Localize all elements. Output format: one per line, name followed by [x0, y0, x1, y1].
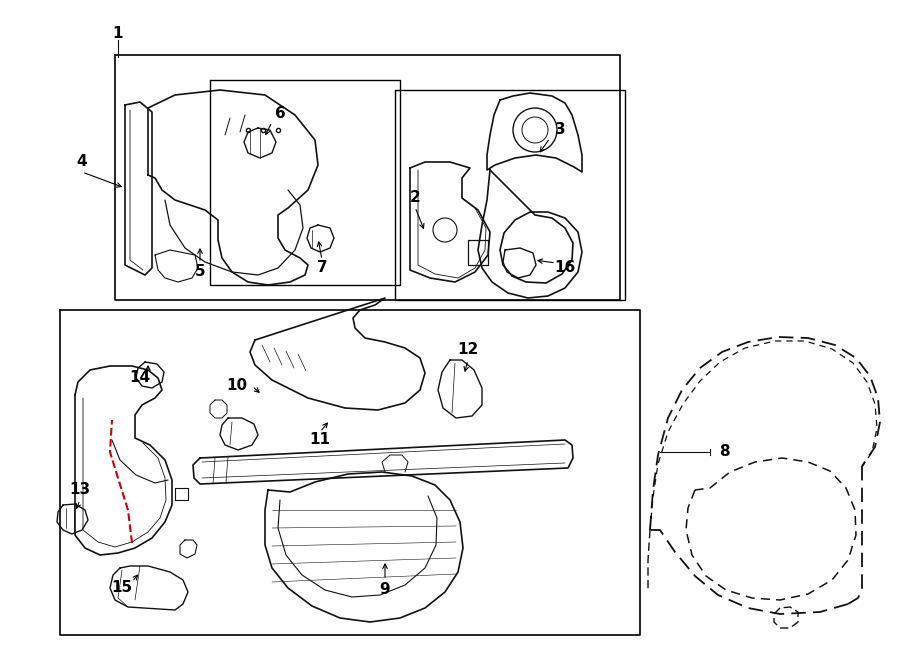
- Text: 12: 12: [457, 342, 479, 358]
- Text: 4: 4: [76, 155, 87, 169]
- Text: 3: 3: [554, 122, 565, 137]
- Text: 7: 7: [317, 260, 328, 276]
- Text: 1: 1: [112, 26, 123, 40]
- Text: 2: 2: [410, 190, 420, 204]
- Text: 10: 10: [227, 379, 248, 393]
- Text: 6: 6: [274, 106, 285, 122]
- Text: 14: 14: [130, 371, 150, 385]
- Text: 5: 5: [194, 264, 205, 280]
- Text: 8: 8: [719, 444, 729, 459]
- Text: 13: 13: [69, 483, 91, 498]
- Text: 9: 9: [380, 582, 391, 598]
- Text: 16: 16: [554, 260, 576, 276]
- Text: 15: 15: [112, 580, 132, 596]
- Text: 11: 11: [310, 432, 330, 447]
